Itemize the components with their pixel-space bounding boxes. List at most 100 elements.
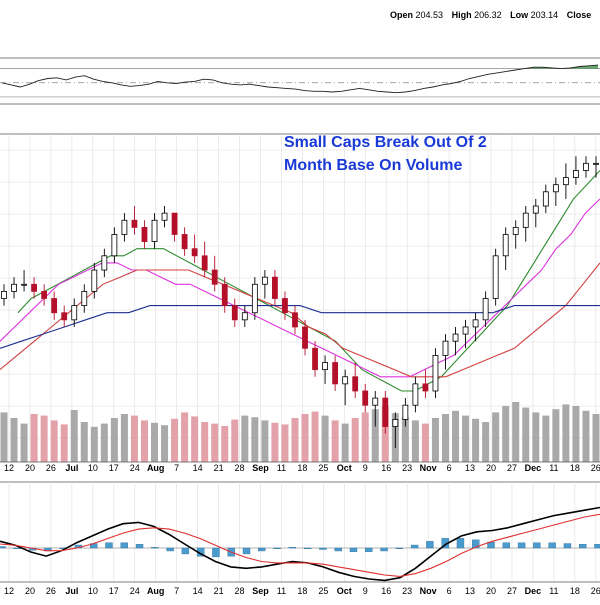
x-tick-label: 26 (46, 463, 56, 473)
x-tick-label: 21 (214, 586, 224, 596)
x-tick-label: 26 (591, 463, 600, 473)
candle-body (523, 213, 528, 227)
volume-bar (291, 418, 298, 462)
x-tick-label: Oct (337, 463, 352, 473)
candle-body (92, 270, 97, 291)
candle-body (232, 306, 237, 320)
candle-body (333, 363, 338, 384)
x-tick-label: 10 (88, 463, 98, 473)
macd-histogram-bar (365, 548, 372, 552)
candle-body (403, 405, 408, 419)
x-tick-label: 18 (297, 463, 307, 473)
x-tick-label: 25 (318, 463, 328, 473)
x-tick-label: 7 (174, 463, 179, 473)
candle-body (182, 234, 187, 248)
rsi-panel (0, 58, 600, 104)
candle-body (303, 327, 308, 348)
x-tick-label: 18 (570, 586, 580, 596)
candle-body (433, 355, 438, 391)
x-tick-label: 6 (447, 586, 452, 596)
candle-body (453, 334, 458, 341)
x-tick-label: 25 (318, 586, 328, 596)
candle-body (353, 377, 358, 391)
candle-body (323, 363, 328, 370)
x-tick-label: 21 (214, 463, 224, 473)
x-tick-label: 26 (46, 586, 56, 596)
macd-histogram-bar (182, 548, 189, 554)
candle-body (594, 163, 599, 164)
rsi-overbought-fill (2, 65, 598, 69)
macd-histogram-bar (595, 544, 600, 548)
volume-bar (121, 414, 128, 462)
volume-bar (342, 424, 349, 462)
candle-body (282, 299, 287, 313)
x-tick-label: 27 (507, 463, 517, 473)
macd-histogram-bar (212, 548, 219, 557)
candle-body (72, 306, 77, 320)
macd-histogram-bar (289, 547, 296, 548)
annotation-line-1: Small Caps Break Out Of 2 (284, 134, 487, 151)
candle-body (102, 256, 107, 270)
x-tick-label: 24 (130, 463, 140, 473)
volume-bar (472, 419, 479, 462)
x-tick-label: 18 (297, 586, 307, 596)
volume-bar (492, 412, 499, 462)
macd-histogram-bar (121, 543, 128, 548)
x-tick-label: 6 (447, 463, 452, 473)
volume-bar (432, 418, 439, 462)
volume-bar (352, 418, 359, 462)
volume-bar (91, 427, 98, 462)
x-tick-label: 11 (549, 586, 558, 596)
volume-bar (322, 416, 329, 462)
x-tick-label: Nov (420, 463, 437, 473)
volume-bar (51, 420, 58, 462)
candle-body (2, 291, 7, 298)
candle-body (42, 291, 47, 298)
volume-bar (81, 422, 88, 462)
x-tick-label: Dec (525, 586, 542, 596)
candle-body (12, 284, 17, 291)
candle-body (152, 220, 157, 241)
candle-body (423, 384, 428, 391)
volume-bar (171, 419, 178, 462)
candle-body (583, 163, 588, 170)
candle-body (142, 227, 147, 241)
x-tick-label: 13 (465, 586, 475, 596)
x-tick-label: 20 (486, 586, 496, 596)
macd-histogram-bar (258, 548, 265, 551)
volume-bar (462, 416, 469, 462)
x-tick-label: 28 (235, 463, 245, 473)
x-tick-label: 14 (193, 463, 203, 473)
candle-body (473, 320, 478, 327)
candle-body (82, 291, 87, 305)
candle-body (222, 284, 227, 305)
candle-body (22, 284, 27, 285)
macd-histogram-bar (518, 543, 525, 548)
candle-body (202, 256, 207, 270)
candle-body (172, 213, 177, 234)
x-tick-label: Oct (337, 586, 352, 596)
x-tick-label: 27 (507, 586, 517, 596)
volume-bar (522, 408, 529, 462)
candle-body (242, 313, 247, 320)
x-tick-label: 12 (4, 586, 14, 596)
candle-body (493, 256, 498, 299)
candle-body (343, 377, 348, 384)
x-tick-label: Aug (147, 586, 165, 596)
x-tick-label: 23 (402, 463, 412, 473)
x-tick-label: 17 (109, 463, 119, 473)
candle-body (272, 277, 277, 298)
x-tick-label: 11 (277, 463, 286, 473)
close-label: Close (567, 10, 592, 20)
open-value: 204.53 (416, 10, 444, 20)
candle-body (132, 220, 137, 227)
x-tick-label: Sep (252, 463, 269, 473)
volume-bar (161, 425, 168, 462)
candle-body (262, 277, 267, 284)
candle-body (393, 419, 398, 426)
moving-average-line (0, 263, 600, 377)
volume-bar (31, 414, 38, 462)
x-tick-label: 16 (381, 586, 391, 596)
x-tick-label: Dec (525, 463, 542, 473)
